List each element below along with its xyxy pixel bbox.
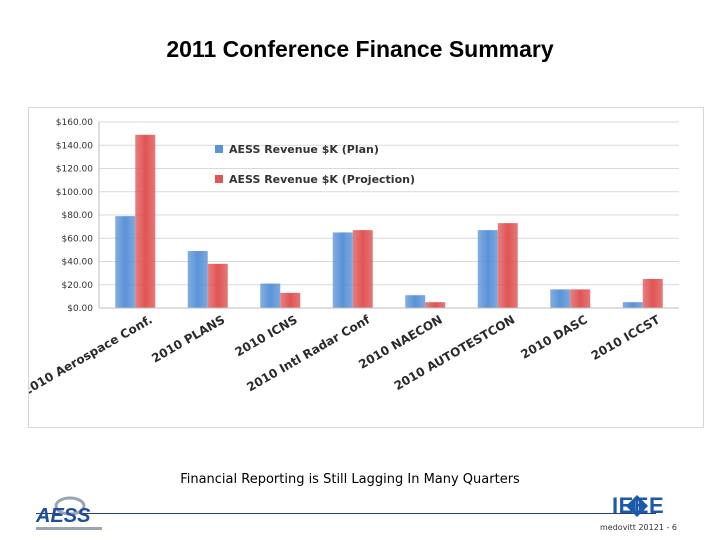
bar-projection bbox=[497, 223, 518, 308]
bar-plan bbox=[260, 283, 281, 308]
x-category-label: 2010 PLANS bbox=[149, 312, 227, 365]
bar-plan bbox=[477, 230, 498, 308]
slide-caption: Financial Reporting is Still Lagging In … bbox=[180, 472, 520, 487]
aess-logo: AESS bbox=[35, 496, 102, 530]
y-tick-label: $80.00 bbox=[62, 211, 94, 221]
footer-divider bbox=[36, 513, 656, 514]
bar-plan bbox=[622, 302, 643, 308]
y-tick-label: $0.00 bbox=[67, 304, 93, 314]
bar-plan bbox=[405, 295, 426, 308]
legend-swatch bbox=[215, 175, 223, 183]
ieee-diamond-icon bbox=[626, 495, 648, 517]
bar-projection bbox=[352, 230, 373, 308]
bar-projection bbox=[642, 278, 663, 308]
slide-title: 2011 Conference Finance Summary bbox=[166, 36, 554, 62]
bar-chart: $0.00 $20.00 $40.00 $60.00 $80.00 $100.00 $120… bbox=[29, 118, 679, 398]
y-tick-label: $40.00 bbox=[62, 258, 94, 268]
x-category-label: 2010 AUTOTESTCON bbox=[392, 312, 518, 393]
slide-id: medovitt 20121 - 6 bbox=[600, 523, 677, 532]
ieee-logo-text: IEEE bbox=[612, 493, 665, 518]
bar-projection bbox=[135, 134, 156, 308]
bar-projection bbox=[425, 302, 446, 308]
bar-projection bbox=[280, 292, 301, 308]
bar-projection bbox=[207, 263, 228, 308]
legend-label: AESS Revenue $K (Plan) bbox=[229, 143, 379, 156]
y-tick-label: $20.00 bbox=[62, 281, 94, 291]
chart-frame: $0.00 $20.00 $40.00 $60.00 $80.00 $100.00 $120… bbox=[28, 107, 704, 428]
aess-logo-text: AESS bbox=[35, 505, 91, 527]
x-category-label: 2010 ICNS bbox=[233, 312, 300, 359]
x-category-label: 2010 Intl Radar Conf bbox=[244, 312, 373, 394]
legend-swatch bbox=[215, 145, 223, 153]
x-category-label: 2010 DASC bbox=[518, 312, 589, 361]
bar-plan bbox=[115, 216, 136, 308]
y-tick-label: $60.00 bbox=[62, 234, 94, 244]
y-tick-label: $100.00 bbox=[56, 188, 93, 198]
bar-plan bbox=[332, 232, 353, 308]
bar-plan bbox=[550, 289, 571, 308]
x-category-label: 2010 ICCST bbox=[589, 312, 663, 363]
legend-label: AESS Revenue $K (Projection) bbox=[229, 173, 415, 186]
bar-projection bbox=[570, 289, 591, 308]
y-tick-label: $140.00 bbox=[56, 141, 93, 151]
y-tick-label: $160.00 bbox=[56, 118, 93, 128]
x-category-label: 2010 Aerospace Conf. bbox=[29, 312, 155, 398]
y-tick-label: $120.00 bbox=[56, 165, 93, 175]
bar-plan bbox=[187, 251, 208, 308]
